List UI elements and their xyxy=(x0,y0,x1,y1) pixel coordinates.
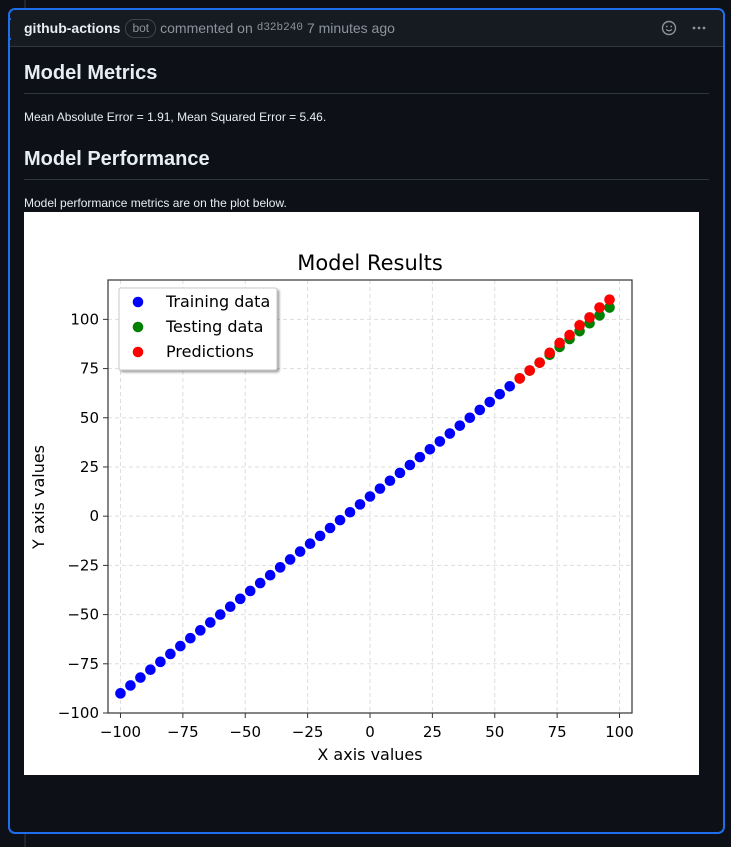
legend-marker-training-data xyxy=(132,296,144,308)
legend: Training data Testing data Predictions xyxy=(118,287,278,371)
training-data-point xyxy=(474,404,486,416)
training-data-point xyxy=(125,680,136,691)
legend-label-testing-data: Testing data xyxy=(165,317,263,336)
testing-data-point xyxy=(604,302,615,313)
training-data-point xyxy=(294,546,306,557)
x-tick-label: −75 xyxy=(167,723,199,741)
training-data-point xyxy=(384,475,396,487)
x-tick-label: 25 xyxy=(423,723,442,741)
commit-sha-link[interactable]: d32b240 xyxy=(256,22,303,34)
training-data-point xyxy=(214,609,226,620)
training-data-point xyxy=(334,514,346,526)
training-data-point xyxy=(434,436,446,447)
predictions-point xyxy=(574,319,585,331)
smiley-icon[interactable] xyxy=(659,18,679,38)
training-data-point xyxy=(175,640,186,652)
x-tick-label: 75 xyxy=(548,723,567,741)
training-data-point xyxy=(205,617,216,628)
y-tick-label: −75 xyxy=(67,655,99,673)
training-data-point xyxy=(444,428,456,439)
predictions-point xyxy=(584,312,595,323)
comment-pointer xyxy=(10,17,22,41)
comment-header: github-actions bot commented on d32b240 … xyxy=(10,10,723,47)
x-axis-label: X axis values xyxy=(317,745,422,764)
predictions-point xyxy=(554,337,565,349)
bot-badge: bot xyxy=(125,18,157,38)
training-data-point xyxy=(165,648,176,660)
training-data-point xyxy=(374,483,386,494)
model-results-plot: −100 −75 −50 −25 0 25 50 75 100 −100 −75 −50 −25 0 25 5… xyxy=(24,212,699,775)
predictions-point xyxy=(534,357,545,368)
legend-label-training-data: Training data xyxy=(165,292,270,311)
training-data-point xyxy=(464,412,476,424)
training-data-point xyxy=(364,491,376,502)
training-data-point xyxy=(324,522,336,534)
performance-heading: Model Performance xyxy=(24,148,709,180)
y-tick-label: 100 xyxy=(70,310,99,328)
predictions-point xyxy=(564,329,575,341)
training-data-point xyxy=(254,577,266,589)
kebab-horizontal-icon[interactable] xyxy=(689,18,709,38)
x-tick-label: −25 xyxy=(292,723,324,741)
training-data-point xyxy=(115,688,126,699)
y-axis-label: Y axis values xyxy=(29,445,48,550)
training-data-point xyxy=(314,530,326,542)
training-data-point xyxy=(304,538,316,550)
comment-box: github-actions bot commented on d32b240 … xyxy=(9,9,724,833)
y-tick-label: 25 xyxy=(80,458,99,476)
training-data-point xyxy=(404,459,416,471)
y-tick-label: −50 xyxy=(67,606,99,624)
comment-action: commented on xyxy=(160,20,253,36)
training-data-point xyxy=(504,380,516,392)
training-data-point xyxy=(264,569,276,581)
training-data-point xyxy=(145,664,156,675)
legend-marker-testing-data xyxy=(132,321,144,333)
predictions-point xyxy=(594,302,605,313)
training-data-point xyxy=(195,625,206,636)
y-tick-label: 75 xyxy=(80,360,99,378)
x-tick-label: 50 xyxy=(485,723,504,741)
metrics-text: Mean Absolute Error = 1.91, Mean Squared… xyxy=(24,110,327,124)
training-data-point xyxy=(494,388,506,400)
training-data-point xyxy=(424,443,436,455)
y-tick-label: −100 xyxy=(58,704,99,722)
training-data-point xyxy=(454,420,466,431)
training-data-point xyxy=(344,506,356,518)
legend-label-predictions: Predictions xyxy=(166,342,254,361)
training-data-point xyxy=(284,554,296,565)
chart-svg: −100 −75 −50 −25 0 25 50 75 100 −100 −75 −50 −25 0 25 5… xyxy=(29,251,634,764)
testing-data-point xyxy=(594,310,605,321)
y-tick-label: 50 xyxy=(80,409,99,427)
training-data-point xyxy=(185,632,196,644)
chart-title: Model Results xyxy=(297,251,443,275)
training-data-point xyxy=(155,656,166,668)
y-tick-label: 0 xyxy=(89,507,99,525)
training-data-point xyxy=(274,562,286,573)
comment-time[interactable]: 7 minutes ago xyxy=(306,20,395,36)
predictions-point xyxy=(544,347,555,359)
x-tick-label: −100 xyxy=(100,723,141,741)
comment-body: Model Metrics Mean Absolute Error = 1.91… xyxy=(10,47,723,775)
x-tick-label: −50 xyxy=(229,723,261,741)
x-tick-label: 0 xyxy=(365,723,375,741)
training-data-point xyxy=(244,585,256,597)
metrics-heading: Model Metrics xyxy=(24,62,709,94)
training-data-point xyxy=(135,672,146,683)
x-tick-label: 100 xyxy=(605,723,634,741)
performance-text: Model performance metrics are on the plo… xyxy=(24,196,287,210)
predictions-point xyxy=(514,373,526,384)
predictions-point xyxy=(524,365,535,376)
comment-author[interactable]: github-actions xyxy=(24,20,121,36)
legend-marker-predictions xyxy=(132,346,144,358)
training-data-point xyxy=(414,451,426,463)
training-data-point xyxy=(224,601,236,613)
training-data-point xyxy=(394,467,406,479)
training-data-point xyxy=(354,499,366,510)
y-tick-label: −25 xyxy=(67,556,99,574)
predictions-point xyxy=(604,294,615,305)
training-data-point xyxy=(484,396,496,408)
training-data-point xyxy=(234,593,246,605)
